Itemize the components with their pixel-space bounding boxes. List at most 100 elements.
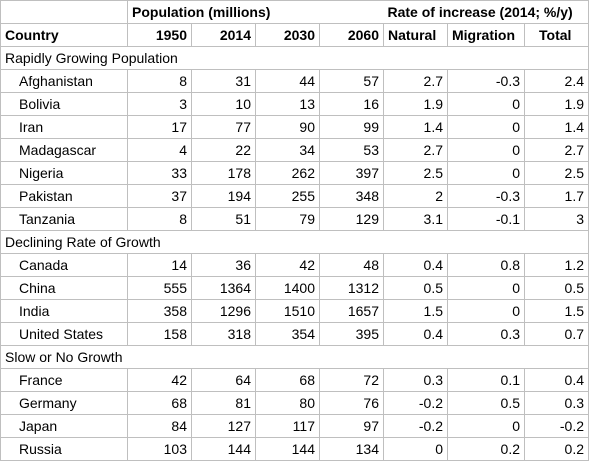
table-row: China 555 1364 1400 1312 0.5 0 0.5	[0, 276, 589, 300]
cell-2060: 16	[319, 92, 384, 116]
cell-2030: 354	[255, 322, 320, 346]
table-row: Canada 14 36 42 48 0.4 0.8 1.2	[0, 253, 589, 277]
column-header-1950: 1950	[127, 23, 192, 47]
cell-migration: 0.2	[447, 437, 525, 461]
cell-2060: 395	[319, 322, 384, 346]
cell-migration: -0.3	[447, 69, 525, 93]
cell-2060: 57	[319, 69, 384, 93]
cell-2014: 318	[191, 322, 256, 346]
cell-1950: 555	[127, 276, 192, 300]
cell-2030: 144	[255, 437, 320, 461]
cell-2030: 255	[255, 184, 320, 208]
cell-2060: 48	[319, 253, 384, 277]
cell-natural: 2.7	[383, 69, 448, 93]
group-label: Rapidly Growing Population	[0, 46, 589, 70]
cell-natural: 0	[383, 437, 448, 461]
cell-2060: 53	[319, 138, 384, 162]
cell-2014: 77	[191, 115, 256, 139]
cell-2060: 97	[319, 414, 384, 438]
country-cell: India	[0, 299, 128, 323]
super-header-row: Population (millions) Rate of increase (…	[0, 0, 589, 24]
table-row: Afghanistan 8 31 44 57 2.7 -0.3 2.4	[0, 69, 589, 93]
table-row: France 42 64 68 72 0.3 0.1 0.4	[0, 368, 589, 392]
cell-total: 3	[524, 207, 589, 231]
cell-natural: 1.5	[383, 299, 448, 323]
cell-total: 1.7	[524, 184, 589, 208]
cell-migration: 0.3	[447, 322, 525, 346]
cell-total: 0.7	[524, 322, 589, 346]
country-cell: Bolivia	[0, 92, 128, 116]
population-group-header: Population (millions)	[127, 0, 384, 24]
cell-2014: 1296	[191, 299, 256, 323]
cell-1950: 8	[127, 69, 192, 93]
cell-1950: 158	[127, 322, 192, 346]
table-row: Nigeria 33 178 262 397 2.5 0 2.5	[0, 161, 589, 185]
group-row: Declining Rate of Growth	[0, 230, 589, 254]
cell-natural: 1.4	[383, 115, 448, 139]
cell-2060: 72	[319, 368, 384, 392]
country-cell: Tanzania	[0, 207, 128, 231]
cell-2014: 81	[191, 391, 256, 415]
cell-2060: 397	[319, 161, 384, 185]
cell-migration: 0	[447, 276, 525, 300]
cell-natural: 2.7	[383, 138, 448, 162]
column-header-2014: 2014	[191, 23, 256, 47]
cell-2060: 348	[319, 184, 384, 208]
cell-2060: 129	[319, 207, 384, 231]
cell-2060: 1312	[319, 276, 384, 300]
cell-2030: 13	[255, 92, 320, 116]
table-row: Bolivia 3 10 13 16 1.9 0 1.9	[0, 92, 589, 116]
cell-1950: 33	[127, 161, 192, 185]
table-row: Japan 84 127 117 97 -0.2 0 -0.2	[0, 414, 589, 438]
table-row: Pakistan 37 194 255 348 2 -0.3 1.7	[0, 184, 589, 208]
cell-natural: 2	[383, 184, 448, 208]
country-cell: Germany	[0, 391, 128, 415]
cell-1950: 84	[127, 414, 192, 438]
cell-2014: 178	[191, 161, 256, 185]
cell-2030: 34	[255, 138, 320, 162]
cell-natural: 0.4	[383, 322, 448, 346]
cell-total: 0.4	[524, 368, 589, 392]
cell-1950: 8	[127, 207, 192, 231]
group-label: Slow or No Growth	[0, 345, 589, 369]
cell-migration: -0.1	[447, 207, 525, 231]
cell-migration: -0.3	[447, 184, 525, 208]
group-row: Slow or No Growth	[0, 345, 589, 369]
cell-2014: 144	[191, 437, 256, 461]
column-header-country: Country	[0, 23, 128, 47]
column-header-2060: 2060	[319, 23, 384, 47]
cell-migration: 0.1	[447, 368, 525, 392]
cell-total: -0.2	[524, 414, 589, 438]
column-header-row: Country 1950 2014 2030 2060 Natural Migr…	[0, 23, 589, 47]
cell-2030: 117	[255, 414, 320, 438]
cell-2014: 51	[191, 207, 256, 231]
cell-2014: 127	[191, 414, 256, 438]
country-cell: Afghanistan	[0, 69, 128, 93]
cell-total: 1.4	[524, 115, 589, 139]
cell-2030: 80	[255, 391, 320, 415]
cell-total: 2.7	[524, 138, 589, 162]
column-header-migration: Migration	[447, 23, 525, 47]
cell-total: 0.2	[524, 437, 589, 461]
cell-2030: 1400	[255, 276, 320, 300]
cell-2014: 64	[191, 368, 256, 392]
cell-1950: 358	[127, 299, 192, 323]
table-row: United States 158 318 354 395 0.4 0.3 0.7	[0, 322, 589, 346]
cell-2014: 194	[191, 184, 256, 208]
cell-1950: 17	[127, 115, 192, 139]
column-header-2030: 2030	[255, 23, 320, 47]
cell-natural: 1.9	[383, 92, 448, 116]
country-cell: Iran	[0, 115, 128, 139]
table-row: Madagascar 4 22 34 53 2.7 0 2.7	[0, 138, 589, 162]
cell-2014: 22	[191, 138, 256, 162]
cell-1950: 103	[127, 437, 192, 461]
group-label: Declining Rate of Growth	[0, 230, 589, 254]
cell-total: 0.5	[524, 276, 589, 300]
cell-natural: -0.2	[383, 391, 448, 415]
table-row: Iran 17 77 90 99 1.4 0 1.4	[0, 115, 589, 139]
cell-migration: 0	[447, 138, 525, 162]
header-blank-cell	[0, 0, 128, 24]
cell-natural: 2.5	[383, 161, 448, 185]
country-cell: China	[0, 276, 128, 300]
cell-2060: 76	[319, 391, 384, 415]
